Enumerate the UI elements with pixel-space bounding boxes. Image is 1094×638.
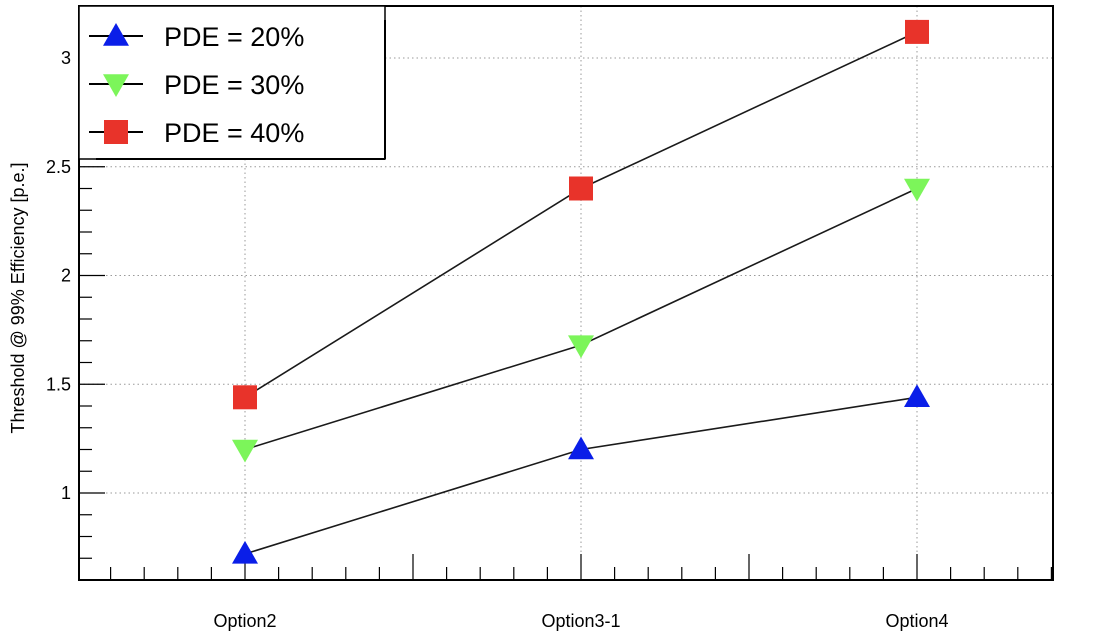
y-tick-labels: 1 1.5 2 2.5 3 bbox=[46, 48, 71, 503]
x-tick-labels: Option2 Option3-1 Option4 bbox=[213, 611, 948, 631]
x-tick-label: Option2 bbox=[213, 611, 276, 631]
y-tick-label: 2.5 bbox=[46, 157, 71, 177]
y-tick-label: 1 bbox=[61, 483, 71, 503]
x-tick-label: Option3-1 bbox=[541, 611, 620, 631]
legend-label: PDE = 30% bbox=[164, 70, 304, 100]
axis-ticks bbox=[79, 13, 1053, 581]
legend-box bbox=[78, 5, 386, 160]
plot-frame bbox=[78, 5, 1054, 581]
data-point bbox=[905, 19, 929, 44]
grid bbox=[79, 6, 1053, 580]
series-3 bbox=[233, 19, 929, 410]
y-tick-label: 2 bbox=[61, 266, 71, 286]
data-point bbox=[904, 384, 930, 408]
legend-marker bbox=[103, 74, 129, 97]
y-axis-label: Threshold @ 99% Efficiency [p.e.] bbox=[8, 162, 28, 433]
legend: PDE = 20% PDE = 30% PDE = 40% bbox=[78, 5, 386, 160]
series bbox=[232, 19, 930, 564]
series-2 bbox=[232, 178, 930, 463]
y-tick-label: 1.5 bbox=[46, 374, 71, 394]
data-point bbox=[568, 335, 594, 359]
series-1 bbox=[232, 384, 930, 564]
x-tick-label: Option4 bbox=[885, 611, 948, 631]
data-point bbox=[232, 439, 258, 463]
legend-label: PDE = 40% bbox=[164, 118, 304, 148]
legend-marker bbox=[104, 120, 128, 144]
legend-marker bbox=[103, 23, 129, 46]
y-tick-label: 3 bbox=[61, 48, 71, 68]
data-point bbox=[569, 176, 593, 201]
data-point bbox=[568, 436, 594, 460]
data-point bbox=[233, 385, 257, 410]
legend-label: PDE = 20% bbox=[164, 22, 304, 52]
data-point bbox=[904, 178, 930, 202]
data-point bbox=[232, 540, 258, 564]
